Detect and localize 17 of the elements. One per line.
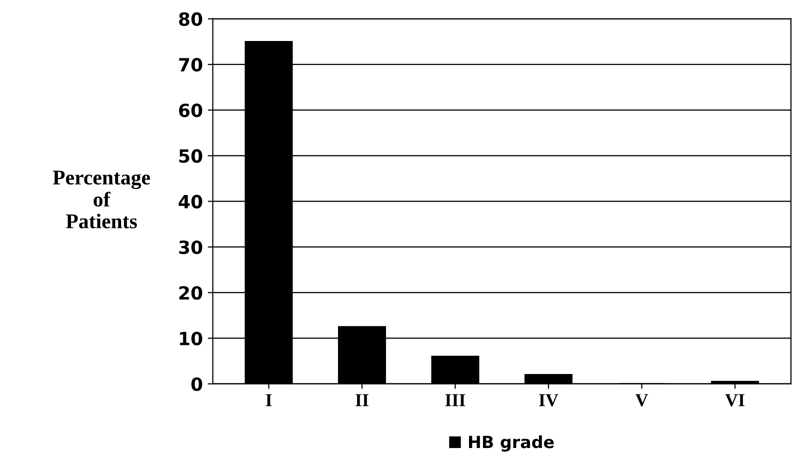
y-tick-label: 50	[179, 149, 202, 163]
y-tick-label: 20	[179, 286, 202, 300]
y-tick-label: 40	[178, 194, 202, 208]
legend-label: HB grade	[469, 435, 554, 452]
y-tick-label: 80	[179, 12, 202, 26]
y-tick-label: 10	[180, 332, 202, 346]
y-tick-label: 30	[179, 240, 202, 254]
x-tick-label: I	[266, 394, 272, 406]
x-tick-label: VI	[725, 394, 744, 406]
x-tick-label: IV	[539, 394, 558, 406]
y-tick-label: 0	[191, 377, 202, 391]
y-axis-title: Percentage of Patients	[52, 170, 150, 228]
x-tick-label: III	[445, 394, 466, 406]
x-tick-label: V	[635, 394, 648, 406]
y-tick-label: 70	[179, 58, 202, 72]
x-tick-label: II	[356, 394, 368, 406]
y-tick-label: 60	[179, 104, 202, 118]
